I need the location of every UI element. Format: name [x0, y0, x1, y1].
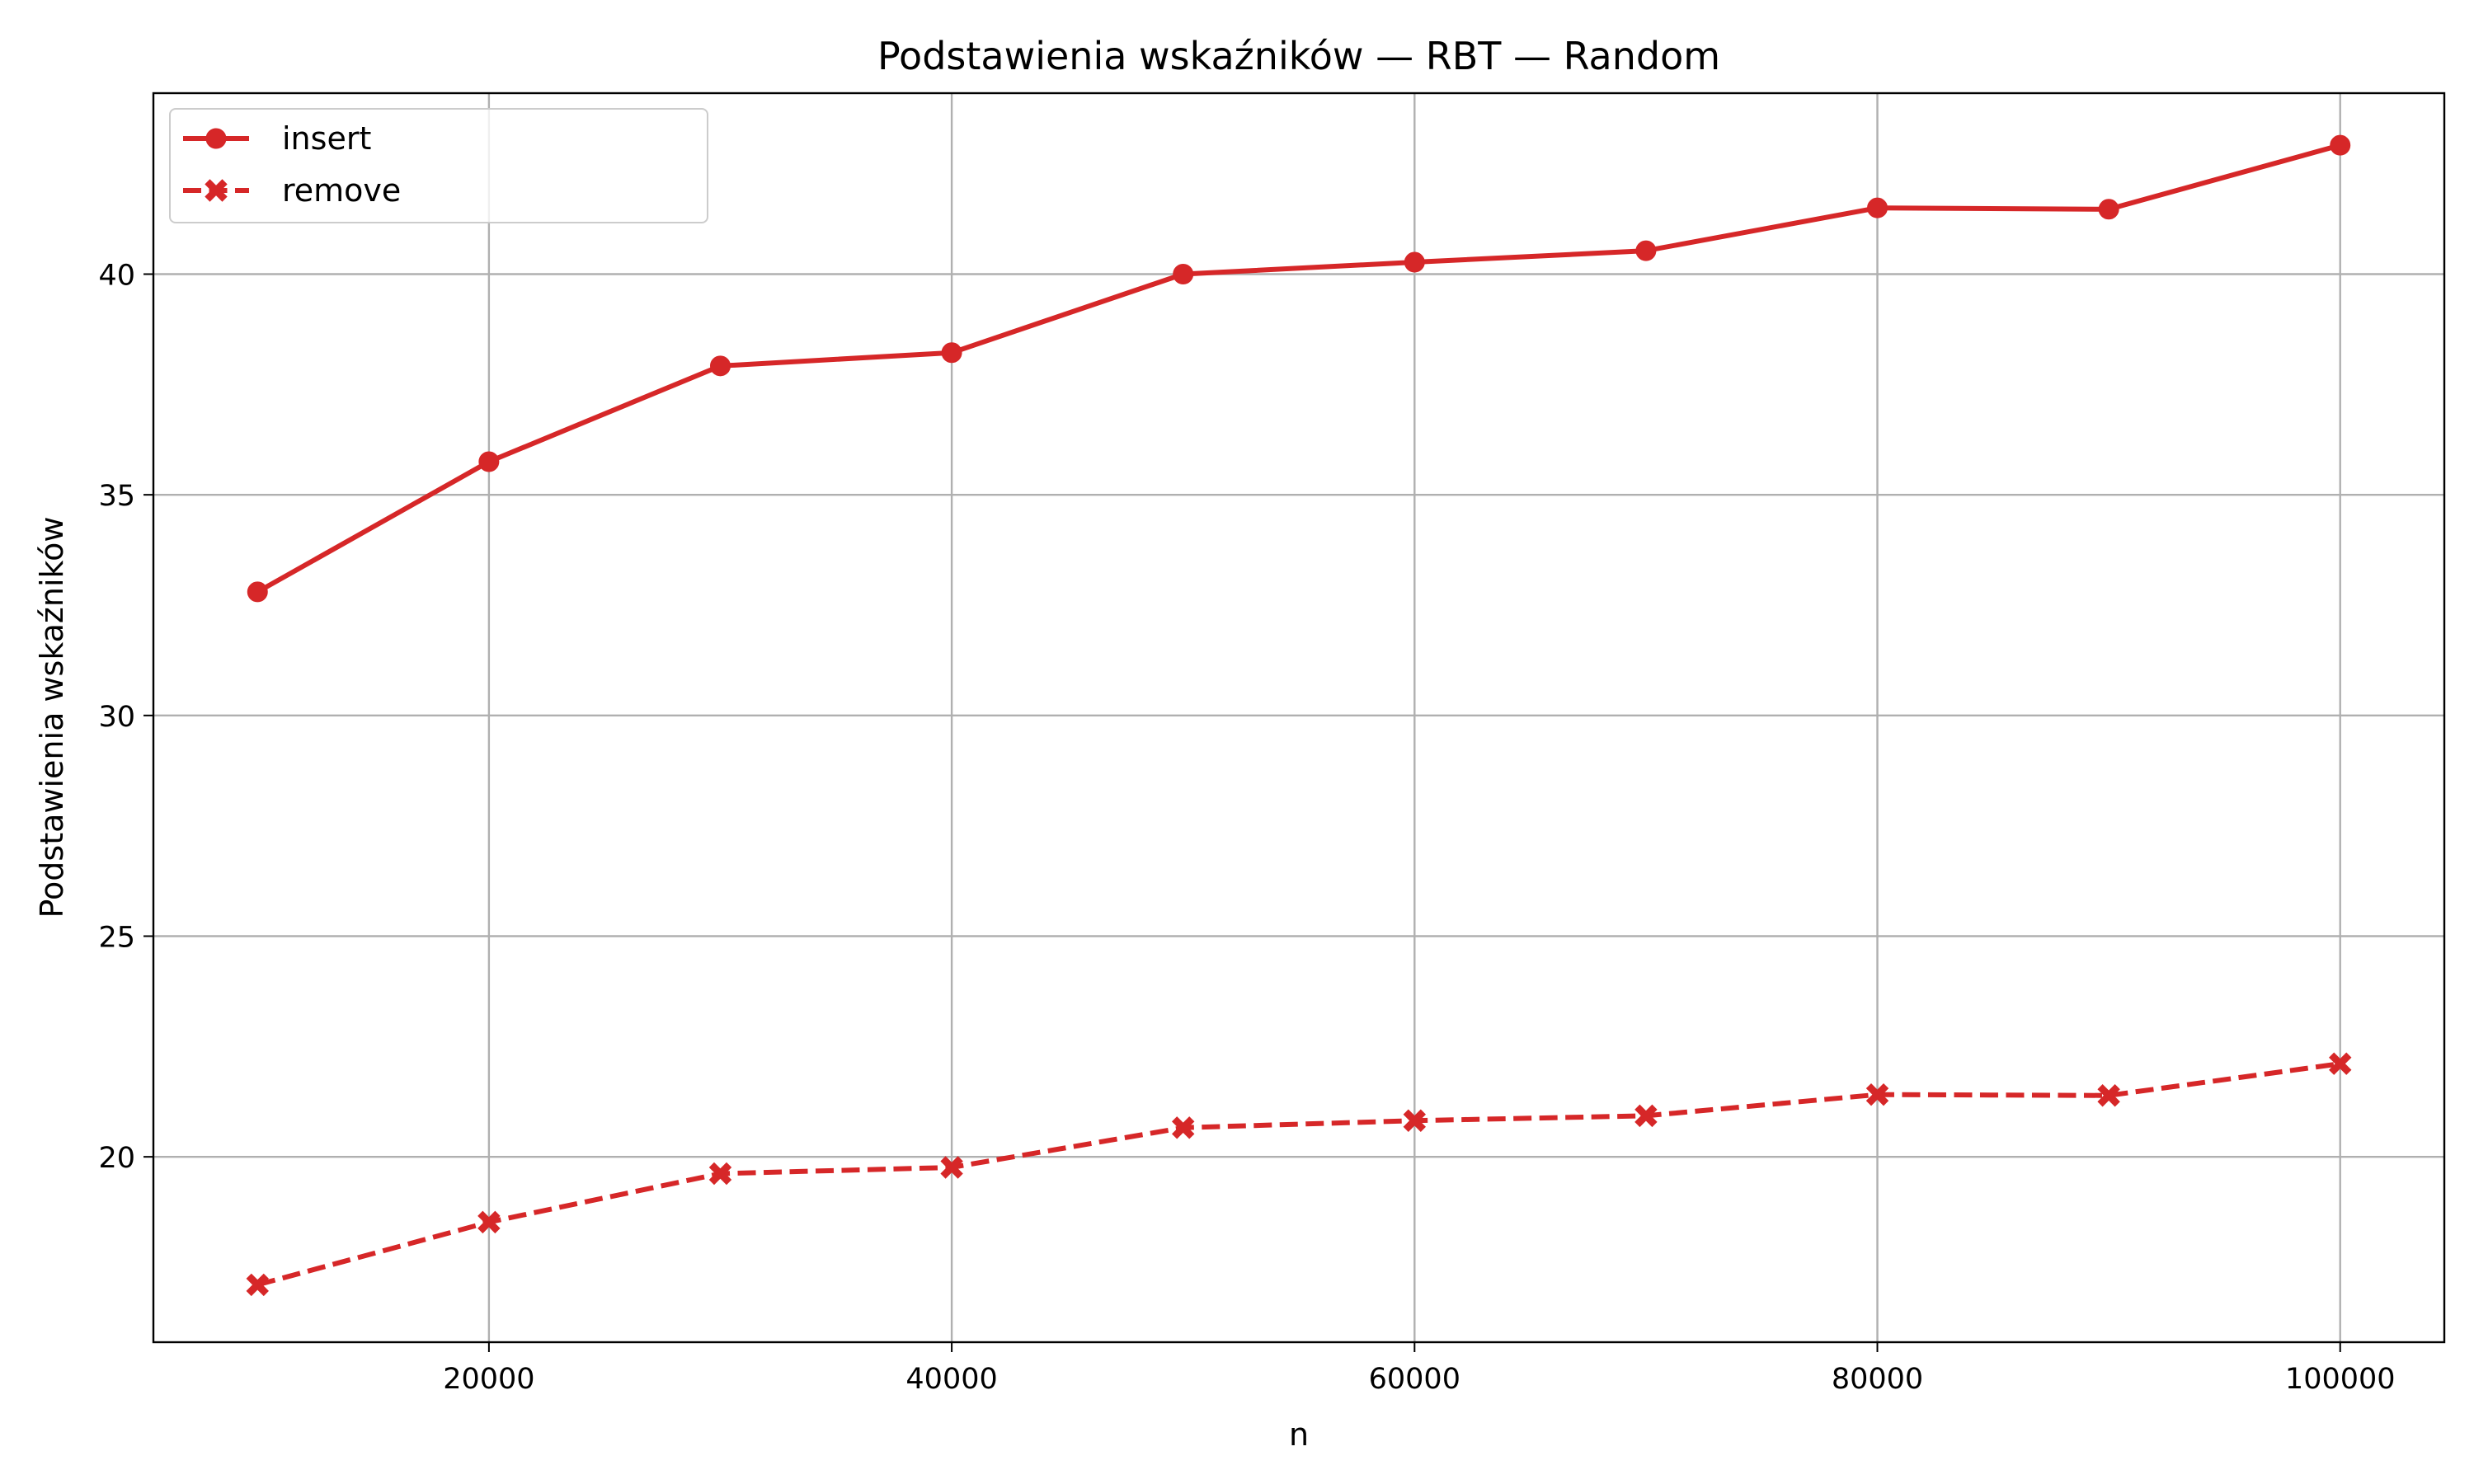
- data-point-remove: [2097, 1084, 2120, 1107]
- x-grid: [487, 93, 2341, 1342]
- data-point-insert: [709, 355, 731, 377]
- y-tick-label: 30: [98, 701, 135, 734]
- x-tick-label: 60000: [1369, 1363, 1460, 1396]
- data-point-insert: [478, 451, 500, 472]
- y-tick-label: 20: [98, 1142, 135, 1175]
- data-point-remove: [708, 1162, 732, 1186]
- series-insert: [247, 134, 2351, 603]
- legend-item-remove: remove: [183, 172, 401, 209]
- x-tick-label: 80000: [1832, 1363, 1923, 1396]
- data-point-remove: [246, 1273, 269, 1297]
- data-point-insert: [2098, 199, 2119, 220]
- series-line-insert: [256, 143, 2341, 594]
- legend-box: [169, 108, 708, 223]
- plot-frame: [152, 92, 2446, 1344]
- x-axis-ticks: 20000 40000 60000 80000 100000: [443, 1342, 2396, 1396]
- legend-marker-insert: [205, 128, 227, 149]
- plot-background: [153, 93, 2444, 1342]
- data-point-insert: [1173, 263, 1194, 284]
- legend-label-remove: remove: [282, 172, 401, 209]
- x-tick-label: 100000: [2285, 1363, 2396, 1396]
- series-remove: [246, 1052, 2352, 1297]
- y-axis-ticks: 20 25 30 35 40: [98, 259, 153, 1175]
- data-point-insert: [2330, 134, 2351, 156]
- data-point-insert: [941, 342, 962, 364]
- y-tick-label: 40: [98, 259, 135, 292]
- legend-item-insert: insert: [183, 120, 371, 157]
- data-point-insert: [1404, 251, 1425, 273]
- data-point-remove: [1403, 1109, 1427, 1132]
- data-point-insert: [247, 581, 268, 603]
- data-point-remove: [1865, 1082, 1889, 1106]
- series-line-remove: [256, 1061, 2341, 1288]
- data-point-remove: [1634, 1104, 1658, 1128]
- chart-title: Podstawienia wskaźników — RBT — Random: [877, 34, 1720, 78]
- y-tick-label: 25: [98, 921, 135, 954]
- data-point-remove: [2329, 1052, 2352, 1075]
- x-axis-label: n: [1289, 1416, 1309, 1453]
- data-point-insert: [1867, 197, 1888, 218]
- legend-label-insert: insert: [282, 120, 371, 157]
- legend: insert remove: [169, 108, 708, 223]
- data-point-remove: [477, 1210, 501, 1234]
- y-grid: [153, 273, 2444, 1158]
- y-tick-label: 35: [98, 480, 135, 513]
- legend-items: insert remove: [183, 120, 401, 209]
- x-tick-label: 20000: [443, 1363, 534, 1396]
- y-axis-label: Podstawienia wskaźników: [34, 516, 70, 918]
- data-point-insert: [1635, 240, 1657, 261]
- data-point-remove: [940, 1156, 963, 1179]
- data-point-remove: [1171, 1116, 1195, 1139]
- x-tick-label: 40000: [905, 1363, 997, 1396]
- legend-marker-remove: [205, 179, 228, 202]
- series-layer: [246, 134, 2352, 1297]
